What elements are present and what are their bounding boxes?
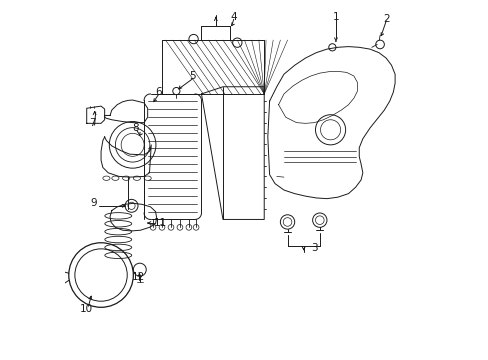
Text: 1: 1 xyxy=(332,12,339,22)
Text: 9: 9 xyxy=(90,198,97,208)
Text: 12: 12 xyxy=(132,272,145,282)
Text: 5: 5 xyxy=(189,71,195,81)
Text: 3: 3 xyxy=(310,243,317,253)
Text: 10: 10 xyxy=(80,304,93,314)
Text: 11: 11 xyxy=(153,218,166,228)
Text: 7: 7 xyxy=(89,118,95,128)
Text: 4: 4 xyxy=(230,12,237,22)
Text: 2: 2 xyxy=(382,14,388,24)
Text: 8: 8 xyxy=(132,123,138,133)
Text: 6: 6 xyxy=(155,87,162,97)
